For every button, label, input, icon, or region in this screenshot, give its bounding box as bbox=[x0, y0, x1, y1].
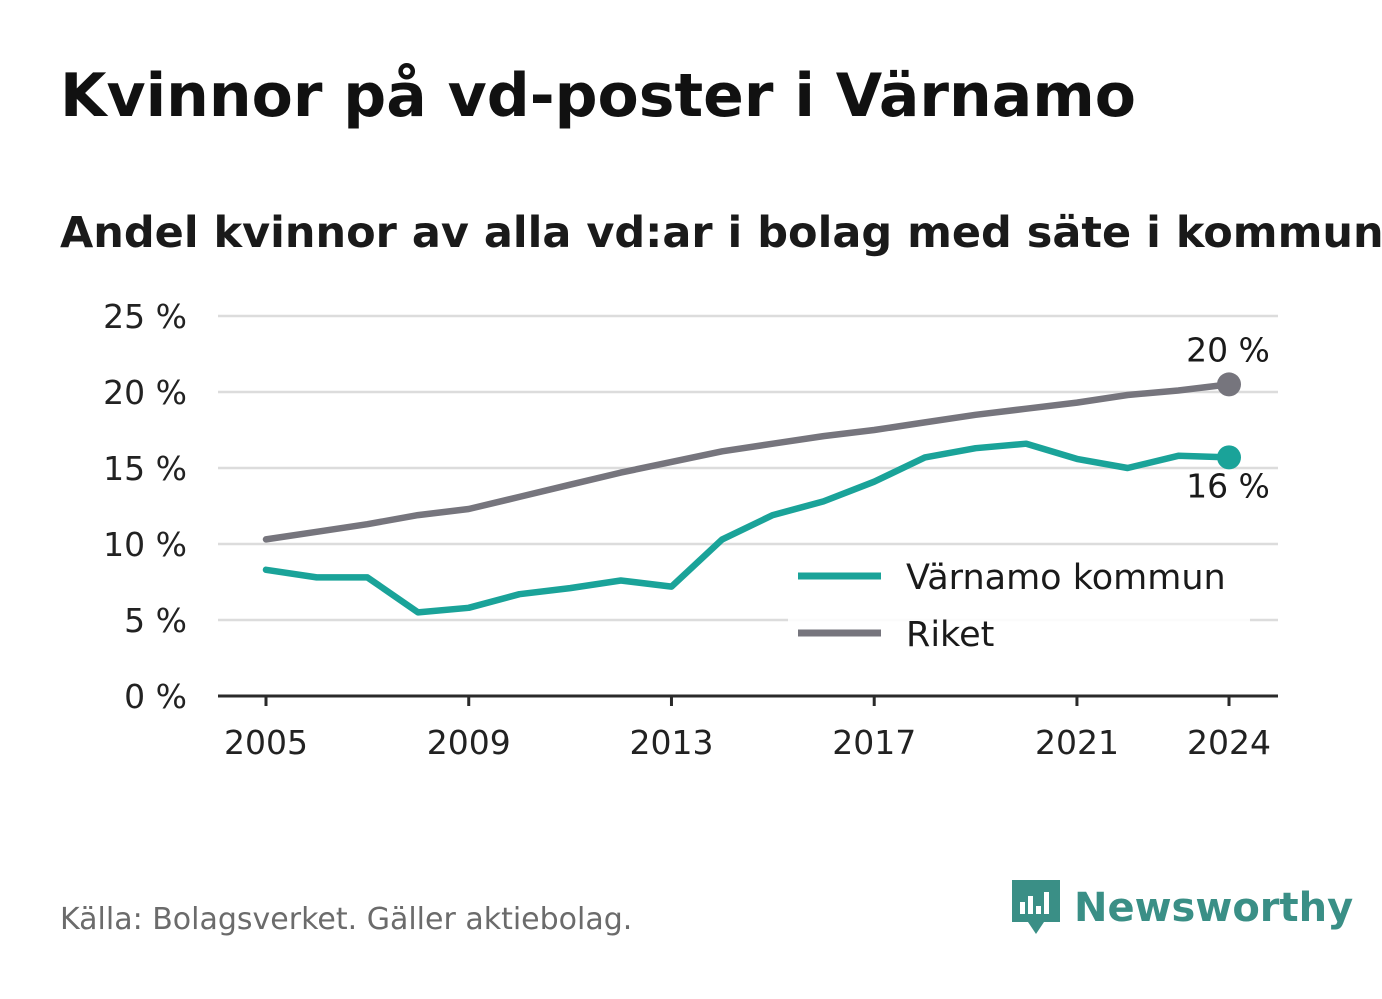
y-tick-label: 0 % bbox=[124, 677, 187, 716]
page-title: Kvinnor på vd-poster i Värnamo bbox=[60, 61, 1136, 131]
series-lines bbox=[262, 372, 1241, 616]
grid-lines bbox=[218, 314, 1278, 622]
series-end-point bbox=[1217, 445, 1241, 470]
brand-name: Newsworthy bbox=[1074, 885, 1354, 931]
legend-label: Värnamo kommun bbox=[906, 558, 1226, 598]
x-axis: 2005 2009 2013 2017 2021 2024 bbox=[218, 694, 1278, 762]
x-tick-label: 2024 bbox=[1187, 723, 1271, 762]
legend: Värnamo kommun Riket bbox=[788, 547, 1250, 659]
x-tick-label: 2005 bbox=[224, 723, 308, 762]
y-axis-ticks: 0 % 5 % 10 % 15 % 20 % 25 % bbox=[103, 297, 187, 716]
source-note: Källa: Bolagsverket. Gäller aktiebolag. bbox=[60, 902, 633, 937]
y-tick-label: 10 % bbox=[103, 525, 187, 564]
series-line bbox=[262, 381, 1233, 543]
series-line bbox=[262, 440, 1233, 616]
end-labels: 16 % 20 % bbox=[1186, 330, 1270, 505]
y-tick-label: 5 % bbox=[124, 601, 187, 640]
x-tick-label: 2017 bbox=[832, 723, 916, 762]
y-tick-label: 15 % bbox=[103, 449, 187, 488]
newsworthy-logo-icon bbox=[1012, 880, 1060, 934]
series-end-label: 20 % bbox=[1186, 330, 1270, 369]
series-end-label: 16 % bbox=[1186, 466, 1270, 505]
x-tick-label: 2013 bbox=[629, 723, 713, 762]
series-end-point bbox=[1217, 372, 1241, 397]
legend-background bbox=[788, 547, 1250, 659]
brand-logo: Newsworthy bbox=[1010, 878, 1353, 938]
chart-subtitle: Andel kvinnor av alla vd:ar i bolag med … bbox=[60, 208, 1382, 258]
x-tick-label: 2009 bbox=[427, 723, 511, 762]
y-tick-label: 20 % bbox=[103, 373, 187, 412]
legend-label: Riket bbox=[906, 615, 994, 655]
y-tick-label: 25 % bbox=[103, 297, 187, 336]
x-tick-label: 2021 bbox=[1035, 723, 1119, 762]
